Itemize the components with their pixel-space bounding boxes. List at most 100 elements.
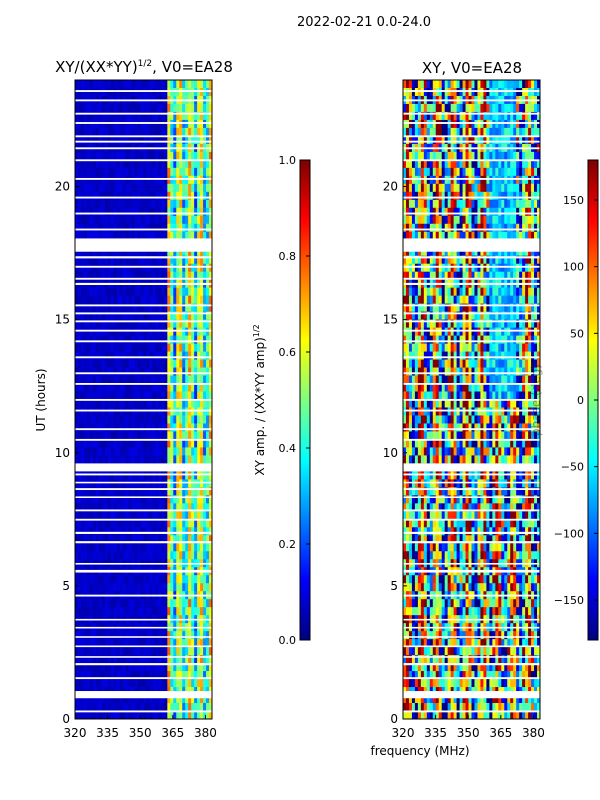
heatmap-cell [483, 80, 487, 89]
heatmap-cell [474, 135, 478, 145]
heatmap-cell [501, 207, 505, 217]
heatmap-cell [203, 583, 207, 592]
heatmap-cell [155, 527, 159, 536]
heatmap-cell [477, 183, 481, 193]
heatmap-cell [170, 255, 174, 265]
heatmap-cell [525, 167, 529, 177]
heatmap-cell [143, 375, 147, 384]
heatmap-cell [167, 607, 171, 616]
heatmap-cell [194, 287, 198, 297]
heatmap-cell [104, 431, 109, 440]
heatmap-cell [152, 159, 156, 169]
heatmap-cell [161, 287, 165, 297]
heatmap-cell [134, 103, 138, 113]
heatmap-cell [131, 551, 135, 560]
heatmap-cell [80, 263, 85, 273]
heatmap-cell [495, 175, 499, 185]
heatmap-cell [146, 511, 150, 520]
heatmap-cell [447, 287, 452, 297]
heatmap-cell [164, 695, 168, 704]
heatmap-cell [122, 671, 127, 680]
heatmap-cell [75, 80, 79, 89]
heatmap-cell [122, 327, 127, 336]
heatmap-cell [522, 175, 526, 185]
heatmap-cell [438, 151, 443, 161]
flagged-time-gap [75, 531, 212, 534]
heatmap-cell [164, 407, 168, 416]
heatmap-cell [155, 607, 159, 616]
heatmap-cell [98, 607, 103, 616]
heatmap-cell [438, 119, 443, 129]
heatmap-cell [152, 80, 156, 89]
heatmap-cell [170, 535, 174, 544]
heatmap-cell [468, 199, 472, 209]
heatmap-cell [75, 639, 79, 648]
heatmap-cell [441, 127, 446, 137]
heatmap-cell [80, 551, 85, 560]
heatmap-cell [77, 207, 82, 217]
heatmap-cell [116, 407, 121, 416]
heatmap-cell [417, 111, 422, 121]
heatmap-cell [191, 80, 195, 89]
heatmap-cell [197, 311, 201, 321]
heatmap-cell [525, 263, 529, 273]
heatmap-cell [194, 527, 198, 536]
heatmap-cell [101, 175, 106, 185]
heatmap-cell [501, 183, 505, 193]
heatmap-cell [197, 335, 201, 344]
heatmap-cell [468, 183, 472, 193]
heatmap-cell [167, 119, 171, 129]
heatmap-cell [149, 703, 153, 712]
heatmap-cell [519, 175, 523, 185]
heatmap-cell [200, 711, 204, 720]
heatmap-cell [403, 255, 407, 265]
heatmap-cell [89, 327, 94, 336]
heatmap-cell [182, 543, 186, 552]
heatmap-cell [152, 663, 156, 672]
heatmap-cell [104, 127, 109, 137]
heatmap-cell [167, 103, 171, 113]
heatmap-cell [92, 679, 97, 688]
heatmap-cell [128, 431, 132, 440]
heatmap-cell [125, 87, 130, 97]
heatmap-cell [185, 231, 189, 241]
heatmap-cell [176, 495, 180, 504]
heatmap-cell [125, 503, 130, 512]
heatmap-cell [125, 111, 130, 121]
heatmap-cell [98, 391, 103, 400]
heatmap-cell [92, 407, 97, 416]
heatmap-cell [92, 223, 97, 233]
heatmap-cell [492, 119, 496, 129]
heatmap-cell [209, 415, 213, 424]
heatmap-cell [197, 447, 201, 456]
amplitude-flag-gaps [75, 90, 212, 713]
heatmap-cell [206, 543, 210, 552]
heatmap-cell [140, 607, 144, 616]
heatmap-cell [143, 391, 147, 400]
heatmap-cell [122, 711, 127, 720]
heatmap-cell [191, 663, 195, 672]
heatmap-cell [110, 199, 115, 209]
heatmap-cell [182, 215, 186, 225]
heatmap-cell [149, 495, 153, 504]
heatmap-cell [471, 255, 475, 265]
heatmap-cell [140, 551, 144, 560]
heatmap-cell [140, 359, 144, 368]
heatmap-cell [89, 207, 94, 217]
heatmap-cell [170, 455, 174, 464]
heatmap-cell [173, 207, 177, 217]
heatmap-cell [152, 511, 156, 520]
flagged-time-gap [75, 238, 212, 252]
heatmap-cell [86, 167, 91, 177]
heatmap-cell [203, 655, 207, 664]
heatmap-cell [113, 487, 118, 496]
heatmap-cell [152, 695, 156, 704]
heatmap-cell [89, 503, 94, 512]
heatmap-cell [86, 575, 91, 584]
heatmap-cell [95, 471, 100, 480]
heatmap-cell [423, 135, 428, 145]
heatmap-cell [98, 159, 103, 169]
heatmap-cell [75, 215, 79, 225]
heatmap-cell [83, 303, 88, 313]
